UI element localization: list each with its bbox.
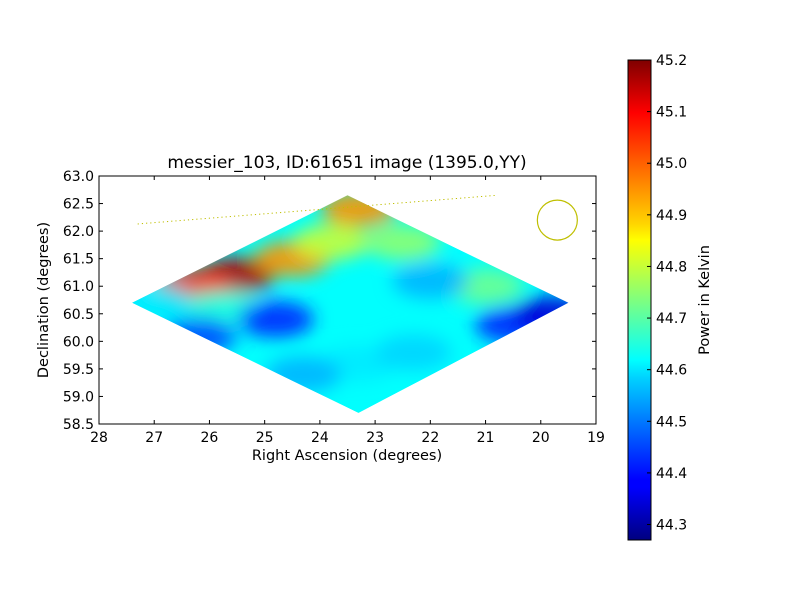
x-tick-label: 22 <box>421 430 439 446</box>
heatmap-cell <box>375 334 452 371</box>
beam-circle <box>536 199 578 241</box>
x-tick-label: 23 <box>366 430 384 446</box>
colorbar-tick-label: 44.9 <box>656 208 687 224</box>
y-tick-label: 62.5 <box>63 197 94 213</box>
y-tick-label: 59.5 <box>63 362 94 378</box>
x-axis-label: Right Ascension (degrees) <box>252 448 442 464</box>
heatmap-cell <box>237 301 314 338</box>
colorbar-tick-label: 44.7 <box>656 311 687 327</box>
colorbar-tick-label: 44.6 <box>656 363 687 379</box>
heatmap-base <box>132 195 569 413</box>
chart-title: messier_103, ID:61651 image (1395.0,YY) <box>167 153 526 173</box>
x-tick-label: 26 <box>201 430 219 446</box>
y-axis-label: Declination (degrees) <box>36 222 52 378</box>
heatmap-cell <box>392 262 469 299</box>
colorbar-tick-label: 44.3 <box>656 518 687 534</box>
x-tick-label: 24 <box>311 430 329 446</box>
colorbar-tick-label: 45.1 <box>656 105 687 121</box>
x-tick-label: 27 <box>145 430 163 446</box>
y-tick-label: 63.0 <box>63 169 94 185</box>
x-axis-ticks: 28 27 26 25 24 23 22 21 20 19 <box>90 176 605 446</box>
y-tick-label: 60.5 <box>63 307 94 323</box>
y-tick-label: 62.0 <box>63 224 94 240</box>
y-tick-label: 58.5 <box>63 417 94 433</box>
colorbar-tick-label: 44.8 <box>656 259 687 275</box>
y-tick-label: 59.0 <box>63 389 94 405</box>
colorbar-tick-label: 44.5 <box>656 414 687 430</box>
colorbar-ticks: 44.3 44.4 44.5 44.6 44.7 44.8 44.9 45.0 45.1 45.2 <box>647 53 687 534</box>
heatmap-cell <box>364 224 441 261</box>
colorbar-tick-label: 44.4 <box>656 466 687 482</box>
x-tick-label: 25 <box>256 430 274 446</box>
plot-frame <box>98 175 597 425</box>
x-tick-label: 21 <box>477 430 495 446</box>
x-tick-label: 19 <box>587 430 605 446</box>
x-tick-label: 28 <box>90 430 108 446</box>
y-tick-label: 61.5 <box>63 252 94 268</box>
y-tick-label: 60.0 <box>63 334 94 350</box>
colorbar <box>627 59 652 541</box>
colorbar-tick-label: 45.0 <box>656 156 687 172</box>
colorbar-label: Power in Kelvin <box>697 245 713 355</box>
heatmap-cell <box>292 224 369 261</box>
y-tick-label: 61.0 <box>63 279 94 295</box>
x-tick-label: 20 <box>532 430 550 446</box>
y-axis-ticks: 58.5 59.0 59.5 60.0 60.5 61.0 61.5 62.0 62.5 63.0 <box>63 169 596 433</box>
colorbar-tick-label: 45.2 <box>656 53 687 69</box>
